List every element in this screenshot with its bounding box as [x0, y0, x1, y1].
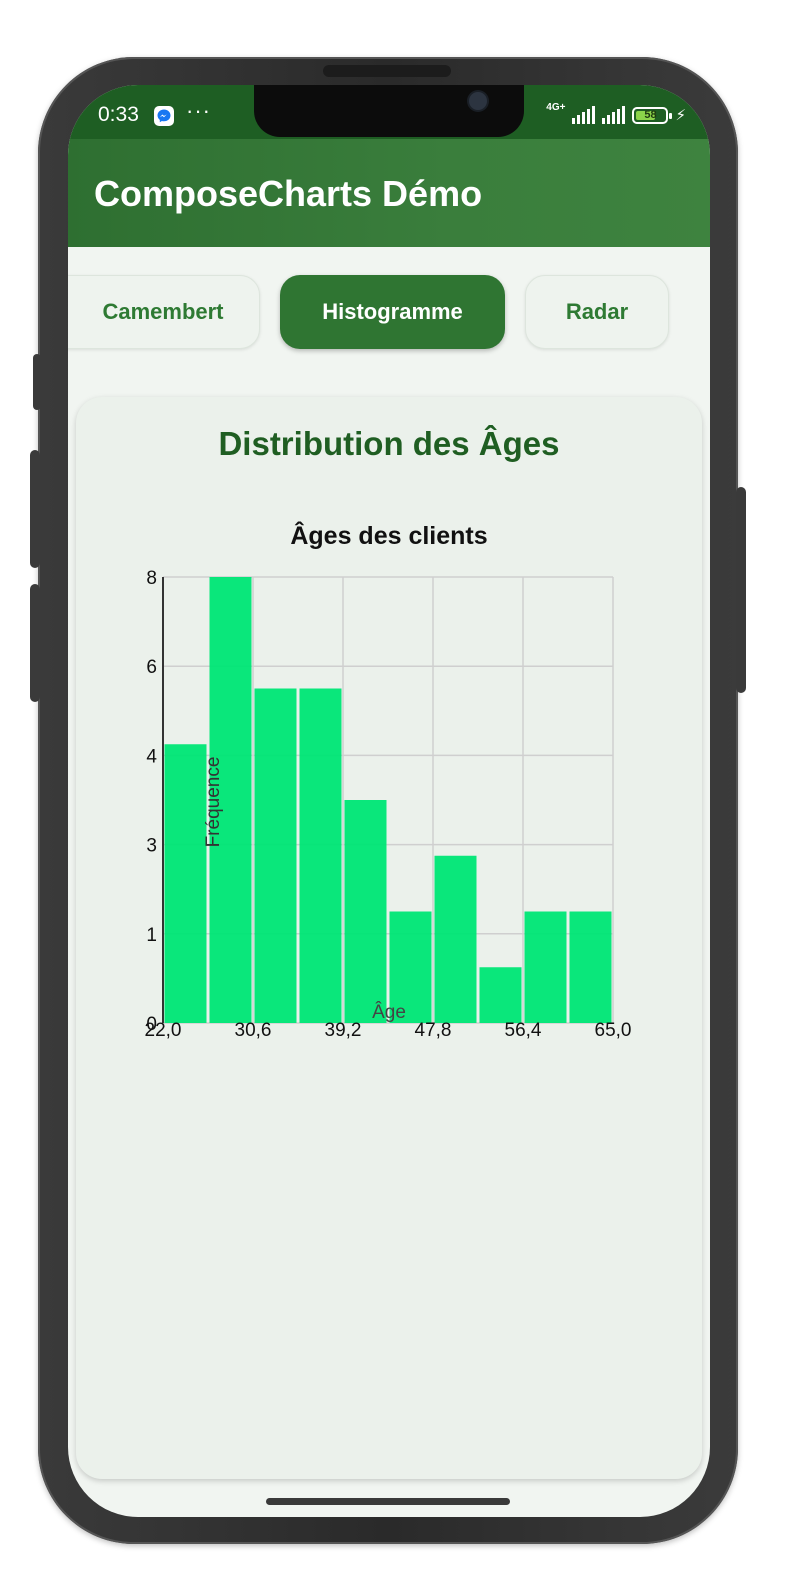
y-axis-title: Fréquence — [203, 757, 224, 848]
x-tick-label: 65,0 — [595, 1020, 632, 1041]
chart-card: Distribution des Âges Âges des clients 0 1… — [76, 397, 702, 1479]
network-type-label: 4G+ — [546, 102, 566, 113]
histogram-bar — [209, 577, 252, 1023]
histogram-bar — [344, 800, 387, 1023]
x-tick-label: 22,0 — [145, 1020, 182, 1041]
y-tick-label: 6 — [146, 657, 157, 678]
signal-icon — [572, 106, 596, 124]
chart-title: Âges des clients — [290, 520, 487, 550]
histogram-bar — [389, 911, 432, 1023]
tab-label: Histogramme — [322, 299, 463, 324]
tab-label: Camembert — [102, 299, 224, 324]
histogram-bar — [479, 967, 522, 1023]
x-tick-label: 30,6 — [235, 1020, 272, 1041]
chart-type-tabs: Camembert Histogramme Radar — [68, 275, 710, 351]
phone-power-button — [736, 487, 746, 693]
y-tick-label: 0 — [146, 1014, 157, 1035]
y-tick-label: 4 — [146, 746, 157, 767]
phone-volume-down-button — [30, 584, 40, 702]
earpiece-speaker — [323, 65, 451, 77]
tab-radar[interactable]: Radar — [525, 275, 669, 349]
y-tick-label: 3 — [146, 836, 157, 857]
histogram-chart: Âges des clients 0 1 3 4 6 8 22,0 30,6 39,2 47,8 56… — [145, 520, 632, 1041]
battery-icon: 58 — [632, 106, 673, 124]
x-tick-label: 47,8 — [415, 1020, 452, 1041]
x-tick-label: 56,4 — [505, 1020, 542, 1041]
tab-camembert[interactable]: Camembert — [68, 275, 260, 349]
front-camera — [469, 92, 487, 110]
phone-action-button — [33, 354, 41, 410]
tab-label: Radar — [565, 299, 629, 324]
histogram-bar — [434, 855, 477, 1023]
card-title: Distribution des Âges — [218, 425, 560, 462]
charging-bolt-icon: ⚡ — [675, 107, 686, 124]
histogram-bar — [164, 744, 207, 1023]
y-tick-label: 8 — [146, 568, 157, 589]
battery-nub — [669, 112, 673, 119]
app-bar: ComposeCharts Démo — [68, 139, 710, 247]
app-title: ComposeCharts Démo — [94, 173, 483, 214]
histogram-bar — [254, 688, 297, 1023]
x-axis-title: Âge — [372, 1001, 406, 1023]
status-time: 0:33 — [98, 103, 139, 126]
tab-histogramme[interactable]: Histogramme — [280, 275, 505, 349]
camera-notch — [254, 85, 524, 137]
histogram-bar — [299, 688, 342, 1023]
x-tick-label: 39,2 — [325, 1020, 362, 1041]
histogram-bar — [569, 911, 612, 1023]
y-tick-label: 1 — [146, 925, 157, 946]
battery-level-text: 58 — [644, 109, 657, 121]
more-dots-icon: ··· — [186, 98, 211, 123]
status-bar: 0:33 ··· 4G+ 58 ⚡ — [68, 85, 710, 139]
battery-level-fill — [636, 110, 655, 120]
status-indicators: 4G+ 58 ⚡ — [546, 103, 686, 127]
histogram-bar — [524, 911, 567, 1023]
screen: 0:33 ··· 4G+ 58 ⚡ — [68, 85, 710, 1517]
signal-icon-2 — [602, 106, 626, 124]
messenger-icon — [154, 106, 174, 126]
home-indicator[interactable] — [266, 1498, 510, 1505]
phone-volume-up-button — [30, 450, 40, 568]
